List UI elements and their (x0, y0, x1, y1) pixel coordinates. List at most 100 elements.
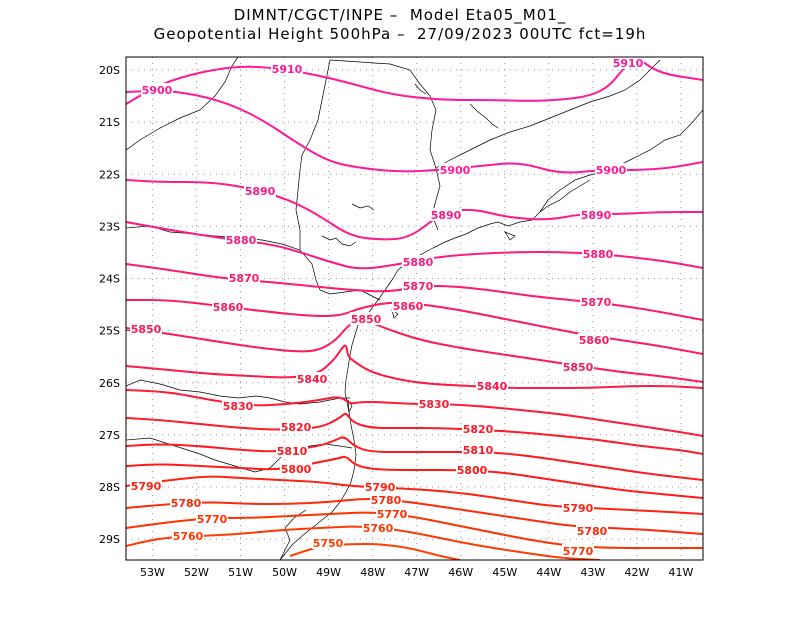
lon-tick-label: 45W (492, 566, 517, 579)
contour-label-bg (578, 333, 610, 346)
lat-tick-label: 27S (99, 429, 120, 442)
lat-tick-label: 23S (99, 220, 120, 233)
contour-label: 5770 (563, 545, 594, 558)
contour-label: 5850 (351, 313, 382, 326)
chart-title: DIMNT/CGCT/INPE – Model Eta05_M01_ (233, 6, 567, 24)
contour-label: 5860 (579, 334, 610, 347)
contour-label: 5830 (223, 400, 254, 413)
contour-label: 5900 (142, 84, 173, 97)
contour-label: 5870 (229, 272, 260, 285)
lon-tick-label: 53W (140, 566, 165, 579)
contour-label-bg (580, 295, 612, 308)
contour-5840 (126, 344, 703, 389)
contour-label: 5910 (613, 57, 644, 70)
contour-label-bg (225, 233, 257, 246)
contour-label-bg (196, 512, 228, 525)
contour-label-bg (212, 300, 244, 313)
contour-5810 (126, 436, 703, 481)
state-border (329, 59, 441, 231)
contour-label: 5900 (596, 164, 627, 177)
contour-label: 5800 (281, 463, 312, 476)
contour-label-bg (228, 271, 260, 284)
state-border (126, 379, 350, 405)
contour-label: 5800 (457, 464, 488, 477)
contour-label: 5830 (419, 398, 450, 411)
contour-label: 5790 (365, 481, 396, 494)
lat-tick-label: 22S (99, 168, 120, 181)
state-border (126, 57, 239, 151)
contour-label: 5780 (171, 497, 202, 510)
contour-label: 5760 (173, 530, 204, 543)
contour-label: 5890 (245, 185, 276, 198)
contour-label-bg (364, 480, 396, 493)
contour-label-bg (130, 479, 162, 492)
contour-label-bg (456, 463, 488, 476)
contour-label-bg (595, 163, 627, 176)
contour-5750 (289, 542, 461, 560)
contour-label: 5780 (577, 525, 608, 538)
contour-5820 (126, 412, 703, 455)
lon-tick-label: 44W (536, 566, 561, 579)
lon-tick-label: 43W (580, 566, 605, 579)
contour-label-bg (462, 443, 494, 456)
contour-label: 5770 (377, 508, 408, 521)
contour-label: 5910 (272, 63, 303, 76)
contour-label-bg (296, 372, 328, 385)
contour-label-bg (244, 184, 276, 197)
contour-label-bg (312, 536, 344, 549)
contour-5830 (126, 389, 703, 437)
contour-label-bg (392, 299, 424, 312)
contour-label-bg (276, 444, 308, 457)
longitude-axis: 53W 52W 51W 50W 49W 48W 47W 46W 45W 44W 43W 42W 41W (140, 566, 694, 579)
contour-label-bg (280, 462, 312, 475)
lat-tick-label: 29S (99, 533, 120, 546)
lon-tick-label: 51W (228, 566, 253, 579)
contour-label: 5900 (440, 164, 471, 177)
contour-label-bg (582, 247, 614, 260)
contour-label-bg (362, 521, 394, 534)
contour-label: 5790 (563, 502, 594, 515)
latitude-axis: 20S 21S 22S 23S 24S 25S 26S 27S 28S 29S (99, 64, 120, 546)
lat-tick-label: 24S (99, 273, 120, 286)
contour-label: 5850 (131, 323, 162, 336)
state-border (435, 59, 661, 169)
contour-label: 5870 (581, 296, 612, 309)
contour-label-bg (476, 379, 508, 392)
contour-5910 (639, 59, 703, 81)
contour-labels: 5910 5910 5900 5900 5900 5890 5890 5890 5880 5880… (130, 56, 644, 558)
state-border (295, 59, 331, 250)
contour-label-bg (172, 529, 204, 542)
lon-tick-label: 46W (448, 566, 473, 579)
contour-label: 5770 (197, 513, 228, 526)
lon-tick-label: 50W (272, 566, 297, 579)
contour-5910 (126, 59, 641, 105)
contour-5850 (126, 319, 703, 383)
contour-5800 (126, 455, 703, 499)
lat-tick-label: 20S (99, 64, 120, 77)
contour-label-bg (402, 279, 434, 292)
contour-5790 (126, 475, 703, 515)
lat-tick-label: 26S (99, 377, 120, 390)
contour-label: 5860 (213, 301, 244, 314)
lat-tick-label: 21S (99, 116, 120, 129)
contour-label-bg (562, 544, 594, 557)
contour-label: 5840 (477, 380, 508, 393)
contour-label: 5760 (363, 522, 394, 535)
contour-label: 5880 (226, 234, 257, 247)
contour-label-bg (430, 208, 462, 221)
lon-tick-label: 42W (624, 566, 649, 579)
contour-label: 5750 (313, 537, 344, 550)
lon-tick-label: 49W (316, 566, 341, 579)
contour-label-bg (562, 360, 594, 373)
contour-5900 (126, 89, 703, 174)
contour-label-bg (350, 312, 382, 325)
contour-label: 5820 (281, 421, 312, 434)
contour-label: 5810 (277, 445, 308, 458)
lon-tick-label: 52W (184, 566, 209, 579)
contour-5890 (126, 179, 703, 241)
contour-label: 5880 (583, 248, 614, 261)
contour-label: 5860 (393, 300, 424, 313)
contour-label-bg (271, 62, 303, 75)
contour-label: 5870 (403, 280, 434, 293)
